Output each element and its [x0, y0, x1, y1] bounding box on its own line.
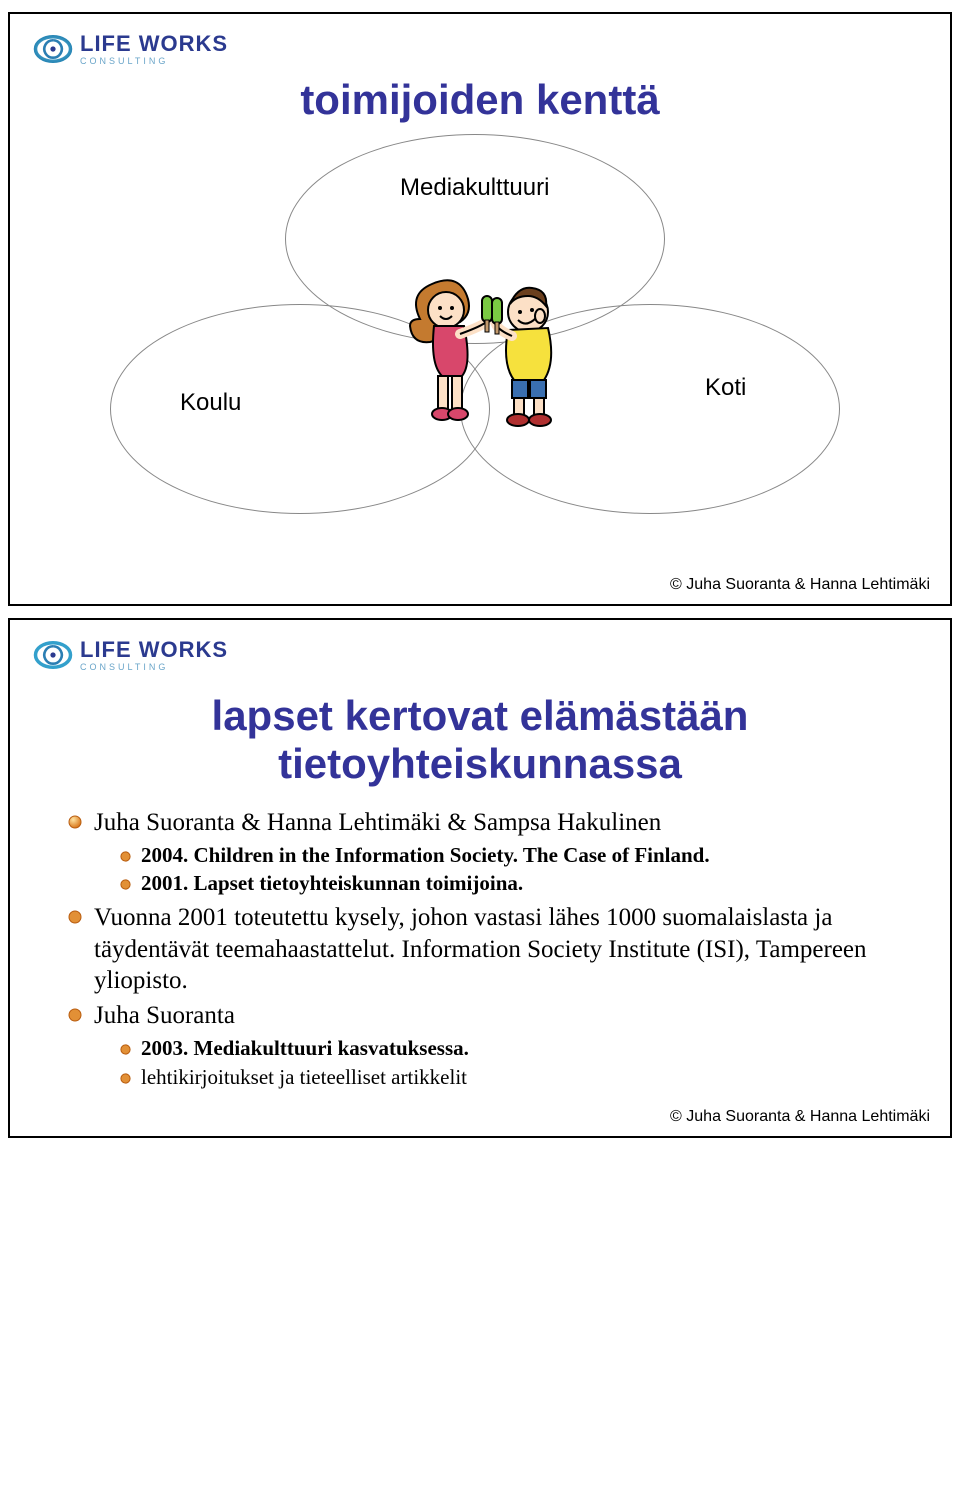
logo: LIFE WORKS CONSULTING	[32, 634, 928, 676]
bullet-icon	[120, 877, 131, 888]
list-item: 2001. Lapset tietoyhteiskunnan toimijoin…	[120, 870, 908, 896]
slide-title: lapset kertovat elämästään tietoyhteisku…	[32, 692, 928, 789]
title-line-2: tietoyhteiskunnassa	[278, 740, 682, 787]
bullet-icon	[68, 815, 82, 829]
children-clipart-icon	[390, 264, 580, 434]
slide-2: LIFE WORKS CONSULTING lapset kertovat el…	[8, 618, 952, 1138]
logo-text: LIFE WORKS CONSULTING	[80, 33, 228, 66]
publication-4: lehtikirjoitukset ja tieteelliset artikk…	[141, 1064, 467, 1090]
bullet-icon	[68, 1008, 82, 1022]
venn-label-media: Mediakulttuuri	[400, 174, 549, 202]
venn-diagram: Mediakulttuuri Koulu Koti	[90, 134, 870, 554]
logo-brand: LIFE WORKS	[80, 33, 228, 55]
slide-title: toimijoiden kenttä	[32, 76, 928, 124]
description: Vuonna 2001 toteutettu kysely, johon vas…	[94, 902, 908, 996]
venn-label-home: Koti	[705, 374, 746, 402]
bullet-icon	[120, 849, 131, 860]
logo-tagline: CONSULTING	[80, 663, 228, 672]
authors-line: Juha Suoranta & Hanna Lehtimäki & Sampsa…	[94, 807, 661, 838]
footer-credit: © Juha Suoranta & Hanna Lehtimäki	[670, 1108, 930, 1126]
logo-text: LIFE WORKS CONSULTING	[80, 639, 228, 672]
venn-label-school: Koulu	[180, 389, 241, 417]
title-line-1: lapset kertovat elämästään	[212, 692, 749, 739]
author-2: Juha Suoranta	[94, 1000, 235, 1031]
logo-swirl-icon	[32, 634, 74, 676]
list-item: Juha Suoranta & Hanna Lehtimäki & Sampsa…	[68, 807, 908, 838]
content-body: Juha Suoranta & Hanna Lehtimäki & Sampsa…	[68, 807, 908, 1090]
publication-2: 2001. Lapset tietoyhteiskunnan toimijoin…	[141, 870, 523, 896]
bullet-icon	[120, 1071, 131, 1082]
list-item: 2003. Mediakulttuuri kasvatuksessa.	[120, 1035, 908, 1061]
logo-tagline: CONSULTING	[80, 57, 228, 66]
slide-1: LIFE WORKS CONSULTING toimijoiden kenttä…	[8, 12, 952, 606]
sub-block: 2003. Mediakulttuuri kasvatuksessa. leht…	[120, 1035, 908, 1090]
list-item: 2004. Children in the Information Societ…	[120, 842, 908, 868]
logo-swirl-icon	[32, 28, 74, 70]
list-item: Juha Suoranta	[68, 1000, 908, 1031]
sub-block: 2004. Children in the Information Societ…	[120, 842, 908, 897]
publication-1: 2004. Children in the Information Societ…	[141, 842, 710, 868]
list-item: Vuonna 2001 toteutettu kysely, johon vas…	[68, 902, 908, 996]
bullet-icon	[68, 910, 82, 924]
footer-credit: © Juha Suoranta & Hanna Lehtimäki	[670, 576, 930, 594]
logo-brand: LIFE WORKS	[80, 639, 228, 661]
bullet-icon	[120, 1042, 131, 1053]
list-item: lehtikirjoitukset ja tieteelliset artikk…	[120, 1064, 908, 1090]
logo: LIFE WORKS CONSULTING	[32, 28, 928, 70]
publication-3: 2003. Mediakulttuuri kasvatuksessa.	[141, 1035, 469, 1061]
